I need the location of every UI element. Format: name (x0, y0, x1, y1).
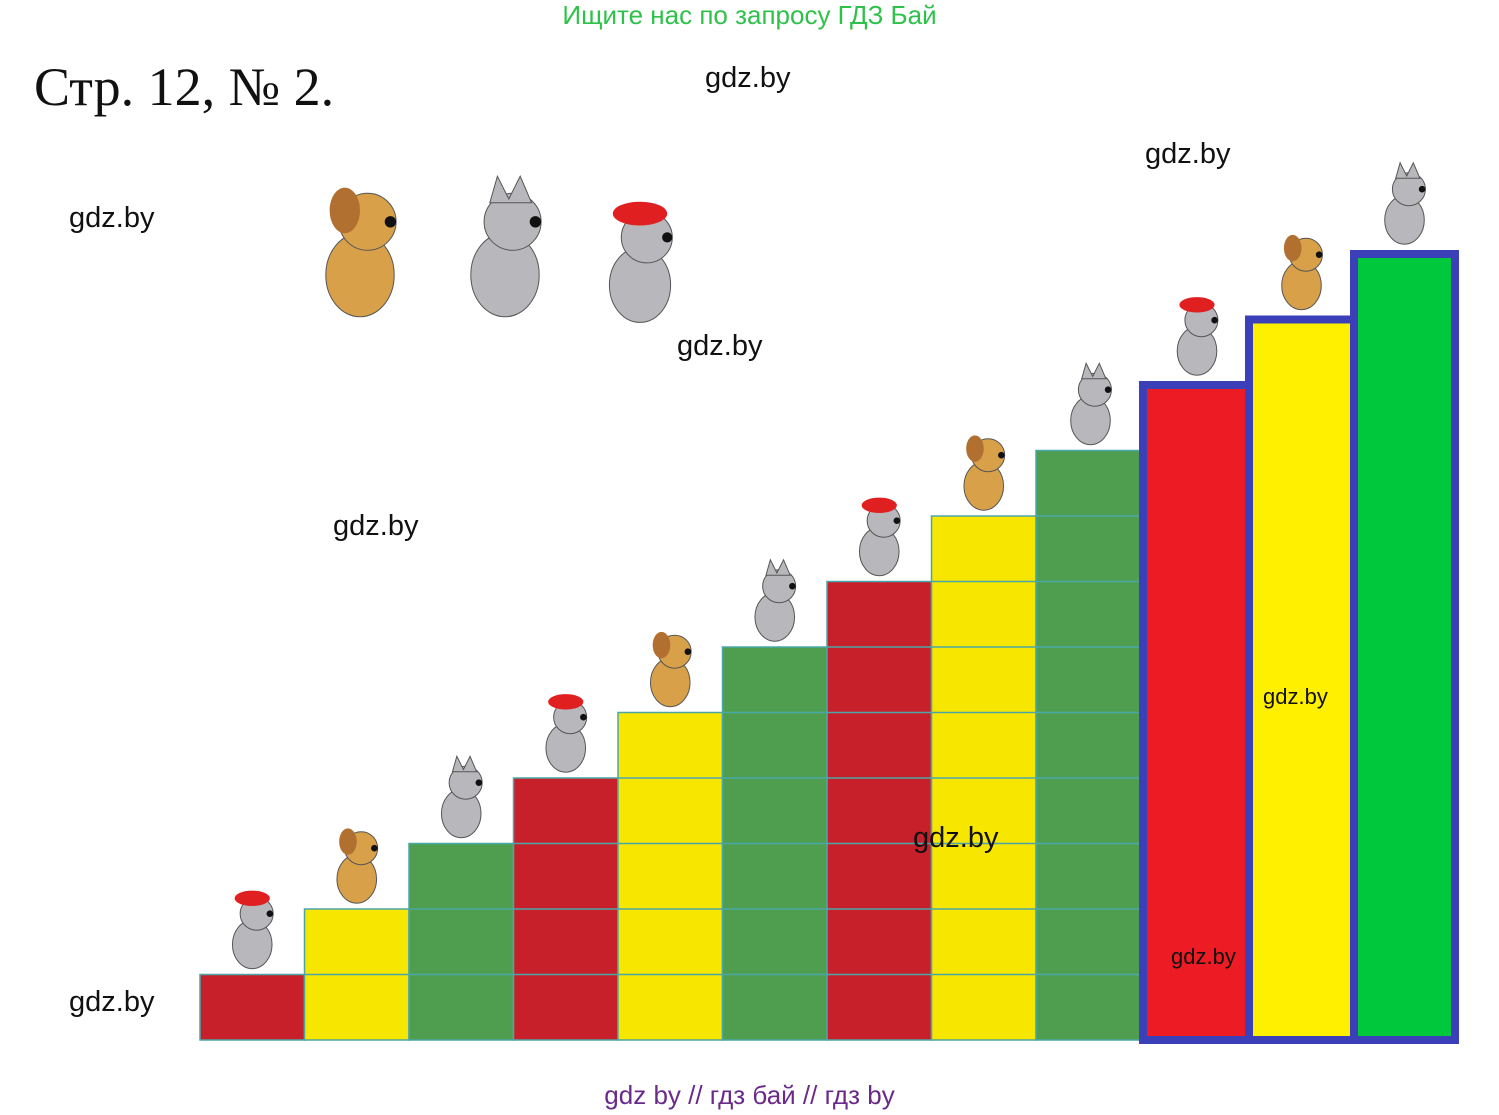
cat (789, 582, 796, 590)
cat (1395, 161, 1421, 179)
dog (1283, 234, 1302, 262)
mouse (861, 497, 897, 513)
cat (451, 754, 478, 773)
mouse (266, 910, 274, 917)
dog (966, 435, 984, 462)
watermark: gdz.by (677, 330, 763, 362)
footer: gdz by // гдз бай // гдз by (604, 1080, 895, 1110)
dog (684, 648, 692, 655)
dog (1315, 251, 1323, 258)
mouse (893, 517, 901, 524)
watermark: gdz.by (1263, 684, 1328, 709)
page-title: Стр. 12, № 2. (34, 57, 335, 117)
dog (384, 216, 397, 228)
cat (1104, 386, 1112, 394)
step (199, 973, 306, 1041)
dog (371, 844, 378, 852)
watermark: gdz.by (69, 202, 155, 234)
big-step (1245, 315, 1358, 1044)
big-step (1139, 381, 1253, 1044)
mouse (580, 713, 587, 721)
mouse (548, 694, 584, 710)
dog (652, 631, 671, 659)
watermark: gdz.by (913, 822, 999, 854)
mouse (1179, 297, 1215, 313)
mouse (234, 890, 270, 906)
cat (1081, 361, 1107, 380)
step (826, 580, 933, 1041)
step (617, 711, 724, 1041)
dog (339, 828, 357, 855)
watermark: gdz.by (1145, 138, 1231, 170)
step (1035, 449, 1146, 1041)
watermark: gdz.by (333, 510, 419, 542)
watermark: gdz.by (705, 62, 791, 94)
watermark: gdz.by (1171, 944, 1236, 969)
mouse (1211, 316, 1218, 324)
step (408, 842, 515, 1041)
dog (329, 187, 360, 234)
cat (489, 174, 533, 204)
mouse (612, 201, 668, 226)
cat (1418, 185, 1426, 193)
dog (998, 451, 1005, 459)
mouse (662, 232, 673, 243)
big-step (1350, 250, 1459, 1044)
cat (765, 558, 791, 576)
watermark: gdz.by (69, 986, 155, 1018)
banner: Ищите нас по запросу ГДЗ Бай (562, 0, 937, 30)
cat (475, 779, 483, 786)
cat (529, 216, 542, 228)
